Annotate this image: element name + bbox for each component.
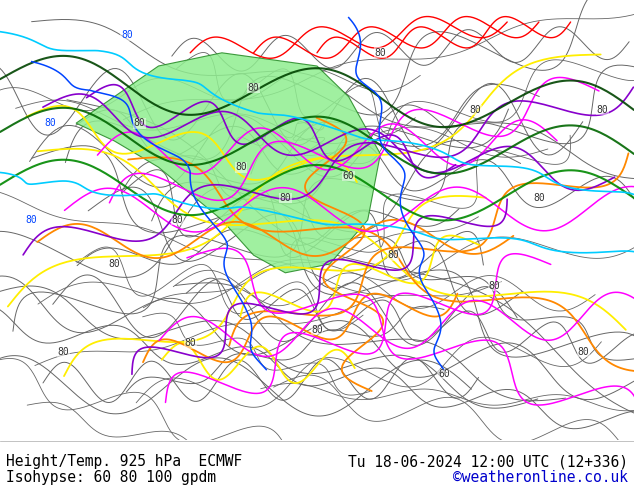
Text: 80: 80: [489, 281, 500, 291]
Text: 80: 80: [578, 347, 589, 357]
Text: 80: 80: [375, 48, 386, 58]
Text: 80: 80: [311, 325, 323, 335]
Text: 80: 80: [45, 118, 56, 128]
Text: 80: 80: [134, 118, 145, 128]
Text: 80: 80: [235, 162, 247, 172]
Text: 80: 80: [533, 193, 545, 203]
Polygon shape: [76, 53, 380, 273]
Text: 80: 80: [248, 83, 259, 93]
Text: 80: 80: [280, 193, 291, 203]
Text: 80: 80: [597, 105, 608, 115]
Text: Isohypse: 60 80 100 gpdm: Isohypse: 60 80 100 gpdm: [6, 470, 216, 485]
Text: 80: 80: [387, 250, 399, 260]
Text: 80: 80: [26, 215, 37, 225]
Text: 60: 60: [438, 369, 450, 379]
Text: 80: 80: [58, 347, 69, 357]
Text: 80: 80: [121, 30, 133, 40]
Text: 80: 80: [108, 259, 120, 269]
Text: 80: 80: [184, 338, 196, 348]
Text: 80: 80: [470, 105, 481, 115]
Text: 60: 60: [343, 171, 354, 181]
Text: Height/Temp. 925 hPa  ECMWF: Height/Temp. 925 hPa ECMWF: [6, 454, 243, 469]
Text: 80: 80: [172, 215, 183, 225]
Text: Tu 18-06-2024 12:00 UTC (12+336): Tu 18-06-2024 12:00 UTC (12+336): [347, 454, 628, 469]
Text: ©weatheronline.co.uk: ©weatheronline.co.uk: [453, 470, 628, 485]
